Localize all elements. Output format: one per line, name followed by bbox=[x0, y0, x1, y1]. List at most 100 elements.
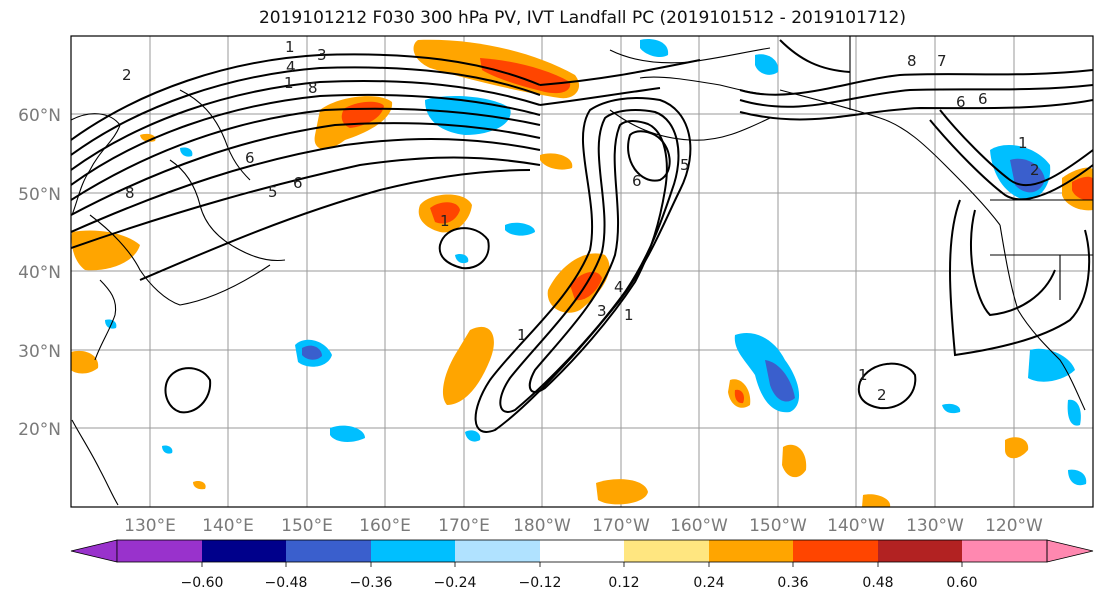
contour-label: 1 bbox=[858, 366, 868, 384]
pv-contours bbox=[71, 39, 1093, 433]
contour-label: 6 bbox=[632, 172, 642, 190]
map-frame bbox=[70, 35, 1094, 508]
contour-label: 8 bbox=[125, 184, 135, 202]
plot-title: 2019101212 F030 300 hPa PV, IVT Landfall… bbox=[258, 8, 906, 28]
contour-label: 1 bbox=[624, 306, 634, 324]
colorbar-tick-label: 0.36 bbox=[777, 575, 808, 591]
negative-anomaly-region bbox=[465, 430, 481, 442]
colorbar-extend-max bbox=[1046, 539, 1094, 563]
negative-anomaly-core bbox=[302, 345, 322, 360]
negative-anomaly-region bbox=[1067, 399, 1081, 426]
negative-anomaly-region bbox=[330, 425, 365, 442]
lon-label: 160°E bbox=[359, 516, 411, 536]
contour-label-group: 1 4 3 1 8 2 6 6 5 8 1 6 5 4 3 1 1 8 7 6 … bbox=[122, 38, 1040, 404]
contour-label: 1 bbox=[517, 326, 527, 344]
contour-label: 1 bbox=[285, 38, 295, 56]
colorbar-tick-label: −0.48 bbox=[265, 575, 308, 591]
lon-label: 130°E bbox=[124, 516, 176, 536]
positive-anomaly-region bbox=[782, 444, 807, 478]
contour-label: 1 bbox=[284, 74, 294, 92]
negative-anomaly-core bbox=[765, 360, 795, 402]
negative-anomaly-region bbox=[105, 319, 117, 329]
lat-label: 40°N bbox=[18, 263, 61, 283]
positive-anomaly-region bbox=[862, 494, 891, 507]
lon-label: 130°W bbox=[906, 516, 964, 536]
positive-anomaly-region bbox=[71, 350, 99, 374]
contour-label: 8 bbox=[308, 79, 318, 97]
negative-anomaly-region bbox=[455, 253, 469, 264]
negative-anomaly-region bbox=[942, 403, 961, 414]
contour-label: 3 bbox=[317, 46, 327, 64]
lon-label: 160°W bbox=[670, 516, 728, 536]
contour-label: 8 bbox=[907, 52, 917, 70]
latitude-labels: 60°N 50°N 40°N 30°N 20°N bbox=[18, 106, 61, 440]
colorbar-segment bbox=[371, 540, 455, 562]
negative-anomaly-region bbox=[755, 54, 779, 75]
colorbar-segment bbox=[709, 540, 793, 562]
colorbar-tick-label: −0.36 bbox=[350, 575, 393, 591]
lon-label: 180°W bbox=[513, 516, 571, 536]
contour-label: 1 bbox=[440, 212, 450, 230]
positive-anomaly-region bbox=[596, 479, 648, 505]
colorbar-outline bbox=[116, 539, 1048, 563]
contour-label: 2 bbox=[122, 66, 132, 84]
colorbar-segment bbox=[624, 540, 709, 562]
positive-anomaly-region bbox=[71, 230, 140, 271]
contour-label: 2 bbox=[1030, 161, 1040, 179]
negative-anomaly-region bbox=[180, 147, 193, 157]
contour-label: 7 bbox=[937, 52, 947, 70]
colorbar-tick-label: 0.24 bbox=[693, 575, 724, 591]
colorbar-segment bbox=[202, 540, 286, 562]
positive-anomaly-core bbox=[430, 202, 460, 224]
lat-label: 50°N bbox=[18, 185, 61, 205]
positive-anomaly-core bbox=[1072, 176, 1093, 201]
positive-anomaly-region bbox=[540, 153, 573, 170]
colorbar-segment bbox=[286, 540, 371, 562]
colorbar-segment bbox=[540, 540, 624, 562]
colorbar-tick-label: 0.12 bbox=[608, 575, 639, 591]
negative-anomaly-region bbox=[640, 38, 669, 58]
contour-label: 6 bbox=[245, 149, 255, 167]
lon-label: 170°W bbox=[592, 516, 650, 536]
contour-label: 3 bbox=[597, 302, 607, 320]
negative-anomaly-region bbox=[1028, 348, 1075, 382]
lon-label: 140°W bbox=[827, 516, 885, 536]
colorbar bbox=[70, 539, 1094, 567]
contour-label: 2 bbox=[877, 386, 887, 404]
negative-anomaly-region bbox=[162, 445, 173, 454]
lon-label: 140°E bbox=[202, 516, 254, 536]
contour-label: 6 bbox=[293, 174, 303, 192]
lon-label: 120°W bbox=[985, 516, 1043, 536]
colorbar-tick-labels: −0.60 −0.48 −0.36 −0.24 −0.12 0.12 0.24 … bbox=[181, 575, 978, 591]
contour-label: 1 bbox=[1018, 134, 1028, 152]
lat-label: 60°N bbox=[18, 106, 61, 126]
contour-label: 6 bbox=[978, 90, 988, 108]
colorbar-segment bbox=[878, 540, 962, 562]
contour-label: 4 bbox=[286, 58, 296, 76]
negative-anomaly-region bbox=[1068, 469, 1087, 486]
negative-anomaly-region bbox=[505, 222, 535, 236]
colorbar-extend-min bbox=[70, 539, 118, 563]
colorbar-tick-label: 0.60 bbox=[946, 575, 977, 591]
colorbar-tick-label: −0.12 bbox=[519, 575, 562, 591]
colorbar-segment bbox=[793, 540, 878, 562]
colorbar-tick-label: −0.60 bbox=[181, 575, 224, 591]
contour-label: 6 bbox=[956, 93, 966, 111]
contour-label: 4 bbox=[614, 278, 624, 296]
colorbar-tick-label: 0.48 bbox=[862, 575, 893, 591]
lat-label: 20°N bbox=[18, 420, 61, 440]
colorbar-segment bbox=[455, 540, 540, 562]
positive-anomaly-core bbox=[734, 389, 745, 404]
colorbar-segment bbox=[117, 540, 202, 562]
positive-anomaly-region bbox=[1005, 437, 1029, 459]
lon-label: 170°E bbox=[438, 516, 490, 536]
contour-label: 5 bbox=[680, 156, 690, 174]
colorbar-segment bbox=[962, 540, 1047, 562]
positive-anomaly-region bbox=[442, 326, 494, 405]
contour-label: 5 bbox=[268, 183, 278, 201]
lon-label: 150°E bbox=[281, 516, 333, 536]
longitude-labels: 130°E 140°E 150°E 160°E 170°E 180°W 170°… bbox=[124, 516, 1043, 536]
lat-label: 30°N bbox=[18, 342, 61, 362]
positive-anomaly-region bbox=[193, 480, 206, 490]
